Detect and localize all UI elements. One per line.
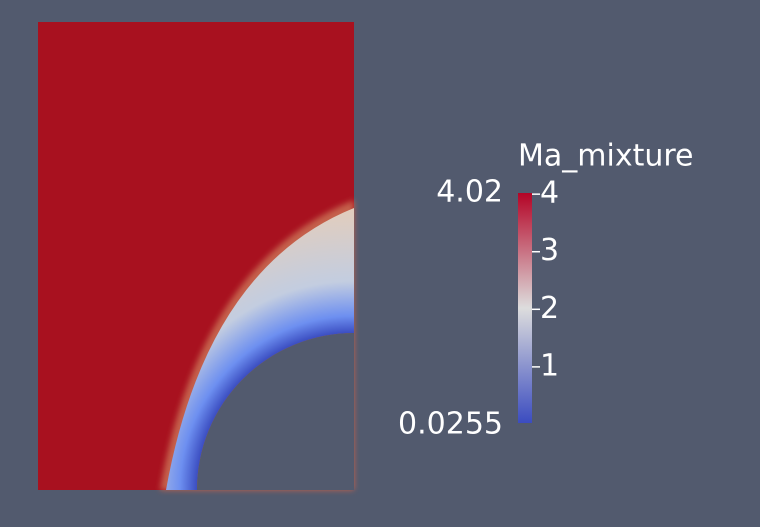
tick-label: 3: [540, 233, 559, 268]
tick-label: 1: [540, 348, 559, 383]
subsonic-region: [166, 208, 354, 490]
range-max-label: 4.02: [436, 175, 503, 210]
tick-label: 2: [540, 291, 559, 326]
tick-label: 4: [540, 176, 559, 211]
colorbar-title: Ma_mixture: [518, 139, 694, 174]
range-min-label: 0.0255: [398, 407, 503, 442]
cylinder-body: [197, 333, 354, 490]
color-legend: Ma_mixture 4.02 0.0255 1 2 3 4: [398, 139, 693, 442]
colorbar: [518, 193, 532, 423]
